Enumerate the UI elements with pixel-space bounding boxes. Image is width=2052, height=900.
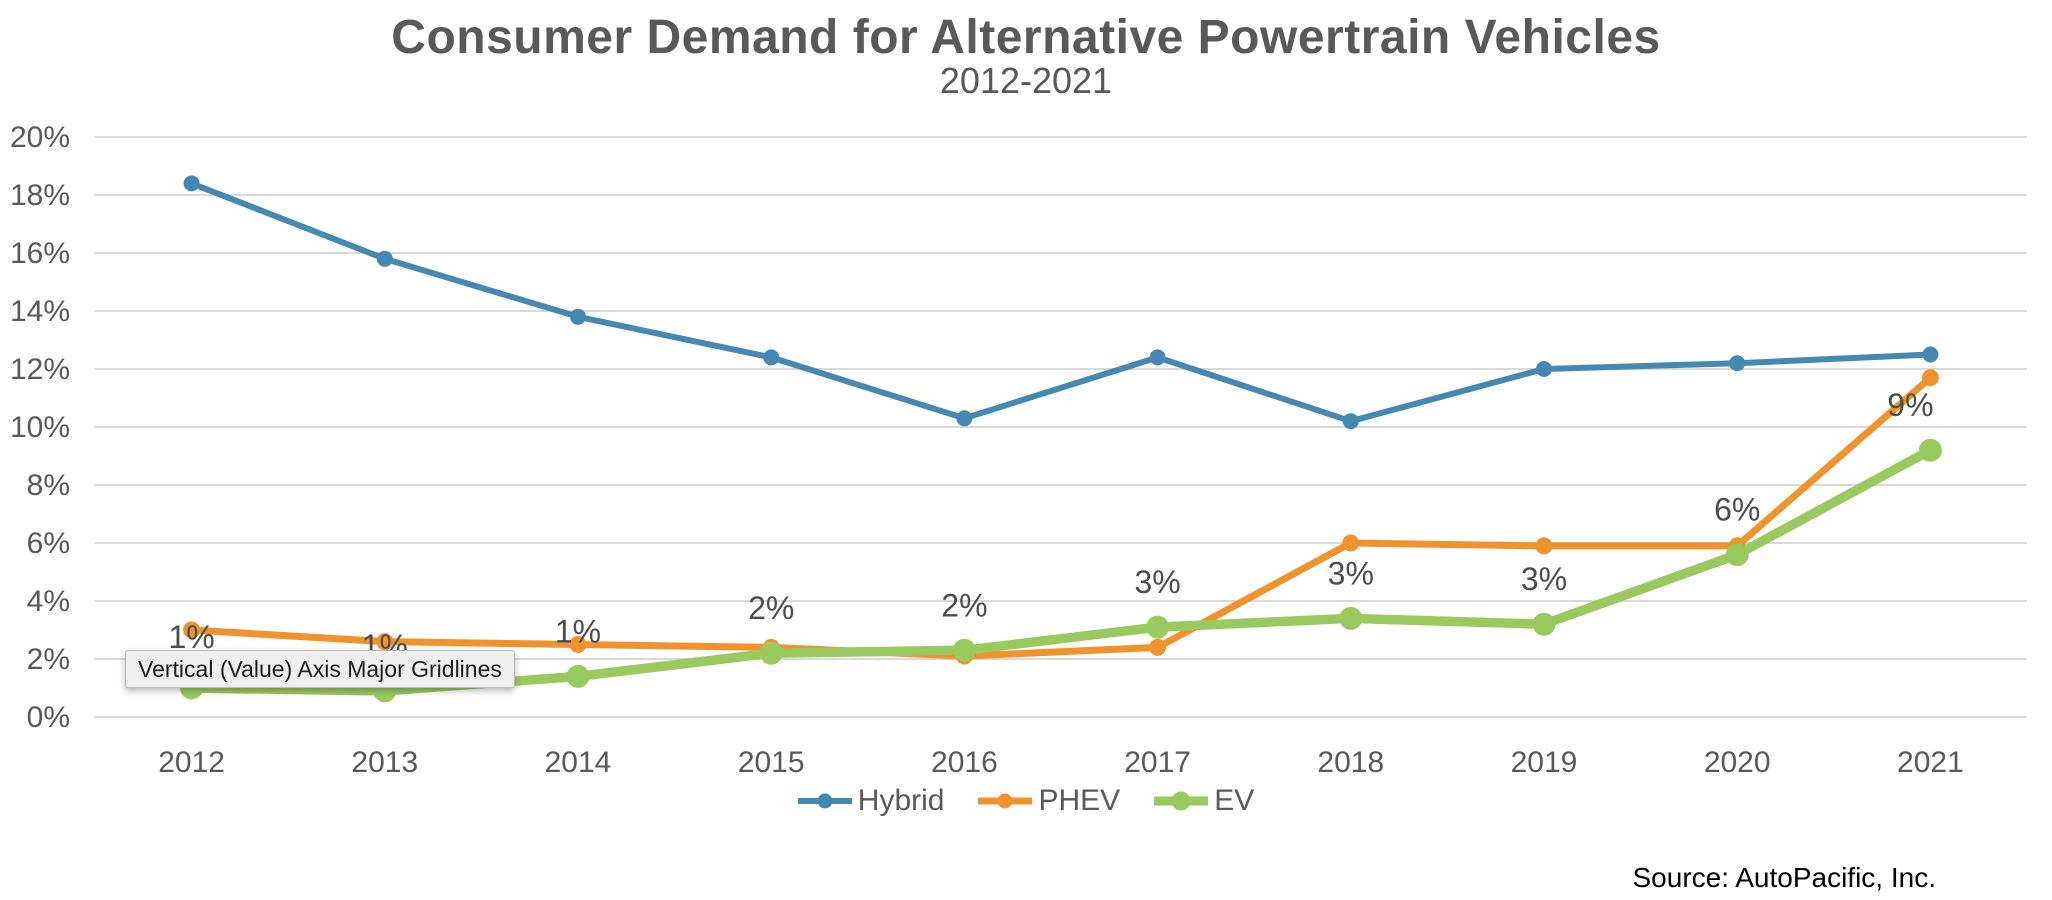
data-label-ev-2018: 3% <box>1328 555 1374 591</box>
data-label-ev-2021: 9% <box>1887 387 1933 423</box>
point-phev-2018[interactable] <box>1342 534 1360 552</box>
data-label-ev-2015: 2% <box>748 590 794 626</box>
series-line-hybrid[interactable] <box>188 180 1934 425</box>
point-ev-2021[interactable] <box>1918 438 1942 462</box>
x-tick-2015: 2015 <box>738 746 805 779</box>
point-ev-2020[interactable] <box>1725 543 1749 567</box>
point-hybrid-2021[interactable] <box>1922 346 1939 363</box>
point-hybrid-2017[interactable] <box>1149 349 1166 366</box>
y-tick-16%: 16% <box>10 237 70 270</box>
chart-legend: Hybrid PHEV EV <box>0 784 2052 818</box>
x-tick-2016: 2016 <box>931 746 998 779</box>
legend-marker-ev-icon <box>1154 791 1209 811</box>
x-tick-2018: 2018 <box>1317 746 1384 779</box>
y-tick-20%: 20% <box>10 121 70 154</box>
y-tick-6%: 6% <box>27 527 70 560</box>
point-ev-2016[interactable] <box>952 638 976 662</box>
x-tick-2013: 2013 <box>351 746 418 779</box>
y-tick-2%: 2% <box>27 643 70 676</box>
y-tick-14%: 14% <box>10 295 70 328</box>
data-labels-ev[interactable]: 1% 1% 1%2% 2%3% 3% 3%6%9% <box>168 387 1933 664</box>
data-label-ev-2020: 6% <box>1714 492 1760 528</box>
gridlines-hover-tooltip: Vertical (Value) Axis Major Gridlines <box>125 650 515 688</box>
data-label-ev-2016: 2% <box>941 587 987 623</box>
point-hybrid-2019[interactable] <box>1536 361 1552 377</box>
legend-label-ev: EV <box>1214 784 1255 817</box>
point-phev-2014[interactable] <box>569 636 587 653</box>
legend-label-phev: PHEV <box>1038 784 1121 817</box>
data-label-ev-2017: 3% <box>1134 564 1180 600</box>
y-tick-4%: 4% <box>27 585 70 618</box>
chart-title[interactable]: Consumer Demand for Alternative Powertra… <box>391 11 1661 64</box>
point-phev-2021[interactable] <box>1921 369 1939 387</box>
point-hybrid-2016[interactable] <box>956 410 973 427</box>
point-phev-2012[interactable] <box>183 621 201 639</box>
point-hybrid-2015[interactable] <box>763 349 780 366</box>
legend-item-ev[interactable]: EV <box>1154 784 1254 818</box>
point-ev-2017[interactable] <box>1146 615 1170 639</box>
y-tick-0%: 0% <box>27 701 70 734</box>
x-axis-tick-labels[interactable]: 2012 2013 2014 2015 2016 2017 2018 2019 2020 2021 <box>158 746 1964 779</box>
point-ev-2018[interactable] <box>1339 606 1363 630</box>
y-tick-10%: 10% <box>10 411 70 444</box>
y-tick-8%: 8% <box>27 469 70 502</box>
point-hybrid-2014[interactable] <box>570 308 586 325</box>
chart-subtitle[interactable]: 2012-2021 <box>939 60 1113 101</box>
legend-marker-hybrid-icon <box>797 793 852 809</box>
point-ev-2015[interactable] <box>759 641 783 665</box>
data-label-ev-2014: 1% <box>555 613 601 649</box>
data-label-ev-2012: 1% <box>168 619 214 655</box>
legend-label-hybrid: Hybrid <box>857 784 945 817</box>
point-hybrid-2012[interactable] <box>183 175 200 192</box>
y-axis-tick-labels[interactable]: 0% 2% 4% 6% 8% 10% 12% 14% 16% 18% 20% <box>10 121 70 734</box>
legend-item-hybrid[interactable]: Hybrid <box>797 784 945 818</box>
x-tick-2012: 2012 <box>158 746 225 779</box>
point-phev-2017[interactable] <box>1149 638 1167 656</box>
series-hybrid[interactable] <box>183 175 1939 430</box>
series-line-phev[interactable] <box>188 374 1934 660</box>
x-tick-2021: 2021 <box>1897 746 1964 779</box>
legend-marker-phev-icon <box>978 793 1033 809</box>
data-label-ev-2019: 3% <box>1521 561 1567 597</box>
y-tick-18%: 18% <box>10 179 70 212</box>
x-tick-2019: 2019 <box>1511 746 1578 779</box>
series-phev[interactable] <box>183 369 1939 665</box>
point-phev-2019[interactable] <box>1535 537 1553 555</box>
x-tick-2020: 2020 <box>1704 746 1771 779</box>
point-hybrid-2020[interactable] <box>1729 355 1746 372</box>
point-ev-2014[interactable] <box>566 664 590 688</box>
point-phev-2013[interactable] <box>376 633 394 651</box>
x-tick-2014: 2014 <box>545 746 612 779</box>
y-tick-12%: 12% <box>10 353 70 386</box>
legend-item-phev[interactable]: PHEV <box>978 784 1120 818</box>
point-hybrid-2018[interactable] <box>1342 413 1359 430</box>
source-attribution: Source: AutoPacific, Inc. <box>1632 862 1937 893</box>
point-hybrid-2013[interactable] <box>376 250 393 267</box>
point-ev-2019[interactable] <box>1532 612 1556 636</box>
x-tick-2017: 2017 <box>1124 746 1191 779</box>
